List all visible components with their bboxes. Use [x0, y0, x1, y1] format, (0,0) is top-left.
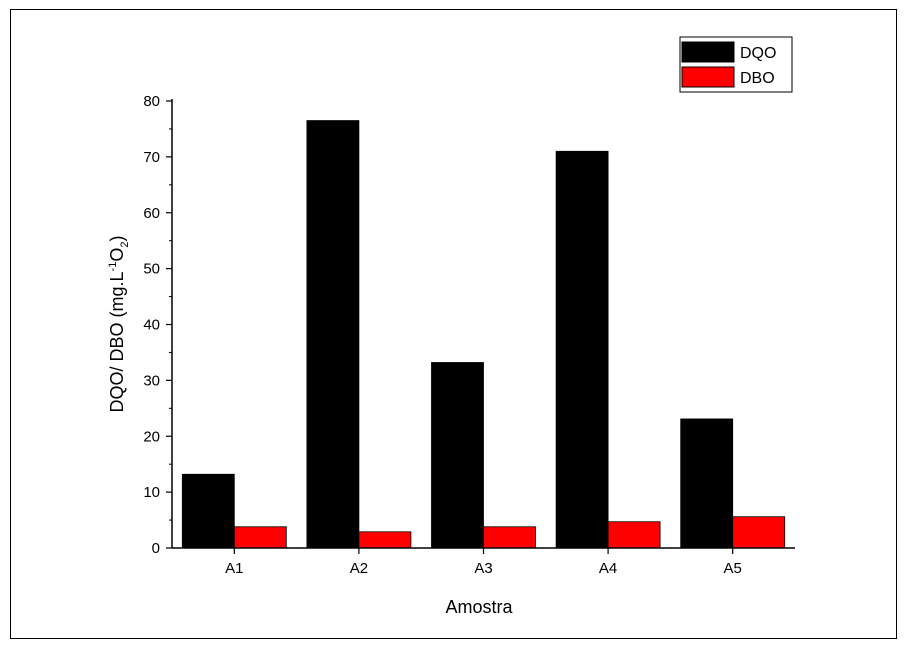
x-tick-label-a1: A1: [225, 560, 243, 577]
y-tick-label: 40: [143, 317, 160, 334]
y-axis-title: DQO/ DBO (mg.L-1O2): [107, 236, 131, 413]
y-axis-title-end: ): [107, 236, 127, 242]
legend-label-dqo: DQO: [740, 45, 776, 62]
y-tick-label: 60: [143, 205, 160, 222]
bars-group: [181, 120, 786, 549]
x-tick-label-a2: A2: [350, 560, 368, 577]
bar-dbo-a4: [607, 521, 661, 549]
x-tick-label-a4: A4: [599, 560, 617, 577]
legend-swatch-dbo: [681, 66, 735, 88]
y-tick-label: 30: [143, 372, 160, 389]
y-ticks: 0 10 20 30 40 50 60 70 80: [143, 93, 172, 557]
bar-dqo-a4: [555, 150, 609, 549]
y-axis-title-mid: O: [107, 248, 127, 262]
bar-dqo-a5: [680, 418, 734, 549]
y-axis-title-sub: 2: [119, 242, 131, 248]
y-tick-label: 20: [143, 428, 160, 445]
bar-dqo-a3: [431, 362, 484, 549]
bar-dqo-a2: [306, 120, 360, 549]
y-tick-label: 50: [143, 261, 160, 278]
bar-dbo-a1: [233, 526, 287, 549]
x-tick-label-a3: A3: [474, 560, 492, 577]
x-axis-title: Amostra: [445, 597, 513, 617]
bar-dbo-a3: [483, 526, 536, 549]
y-tick-label: 80: [143, 93, 160, 110]
bar-dqo-a1: [181, 473, 235, 549]
bar-dbo-a2: [358, 531, 412, 549]
bar-dbo-a5: [732, 516, 786, 549]
y-axis-title-main: DQO/ DBO (mg.L: [107, 271, 127, 412]
legend-swatch-dqo: [681, 41, 735, 63]
y-tick-label: 10: [143, 484, 160, 501]
legend: DQO DBO: [679, 36, 793, 93]
y-tick-label: 0: [152, 540, 160, 557]
legend-label-dbo: DBO: [740, 70, 775, 87]
x-ticks: A1 A2 A3 A4 A5: [225, 548, 742, 577]
y-axis-title-sup: -1: [107, 262, 119, 272]
x-tick-label-a5: A5: [724, 560, 742, 577]
y-tick-label: 70: [143, 149, 160, 166]
